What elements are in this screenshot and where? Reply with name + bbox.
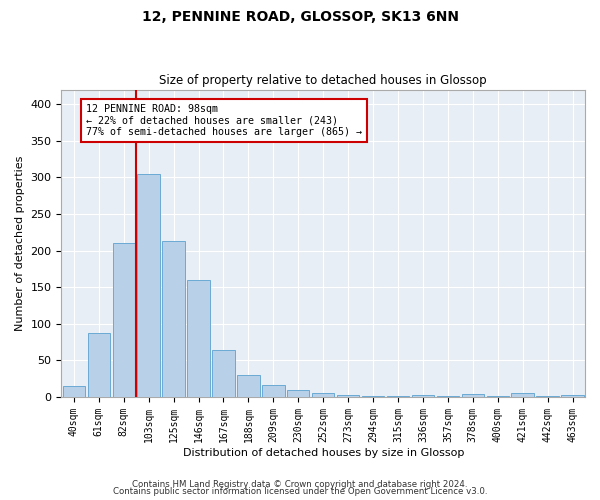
Bar — [536, 396, 559, 397]
Bar — [461, 394, 484, 397]
Bar — [562, 395, 584, 397]
Bar — [412, 395, 434, 397]
Bar — [137, 174, 160, 397]
Bar — [163, 241, 185, 397]
Bar — [387, 396, 409, 397]
X-axis label: Distribution of detached houses by size in Glossop: Distribution of detached houses by size … — [182, 448, 464, 458]
Bar — [437, 396, 459, 397]
Bar — [237, 375, 260, 397]
Text: 12 PENNINE ROAD: 98sqm
← 22% of detached houses are smaller (243)
77% of semi-de: 12 PENNINE ROAD: 98sqm ← 22% of detached… — [86, 104, 362, 138]
Bar — [262, 386, 284, 397]
Bar — [187, 280, 210, 397]
Bar — [88, 332, 110, 397]
Y-axis label: Number of detached properties: Number of detached properties — [15, 156, 25, 331]
Text: 12, PENNINE ROAD, GLOSSOP, SK13 6NN: 12, PENNINE ROAD, GLOSSOP, SK13 6NN — [142, 10, 458, 24]
Bar — [312, 392, 334, 397]
Bar — [511, 394, 534, 397]
Title: Size of property relative to detached houses in Glossop: Size of property relative to detached ho… — [160, 74, 487, 87]
Bar — [362, 396, 384, 397]
Text: Contains HM Land Registry data © Crown copyright and database right 2024.: Contains HM Land Registry data © Crown c… — [132, 480, 468, 489]
Bar — [62, 386, 85, 397]
Bar — [487, 396, 509, 397]
Bar — [212, 350, 235, 397]
Bar — [337, 395, 359, 397]
Bar — [287, 390, 310, 397]
Bar — [113, 244, 135, 397]
Text: Contains public sector information licensed under the Open Government Licence v3: Contains public sector information licen… — [113, 487, 487, 496]
